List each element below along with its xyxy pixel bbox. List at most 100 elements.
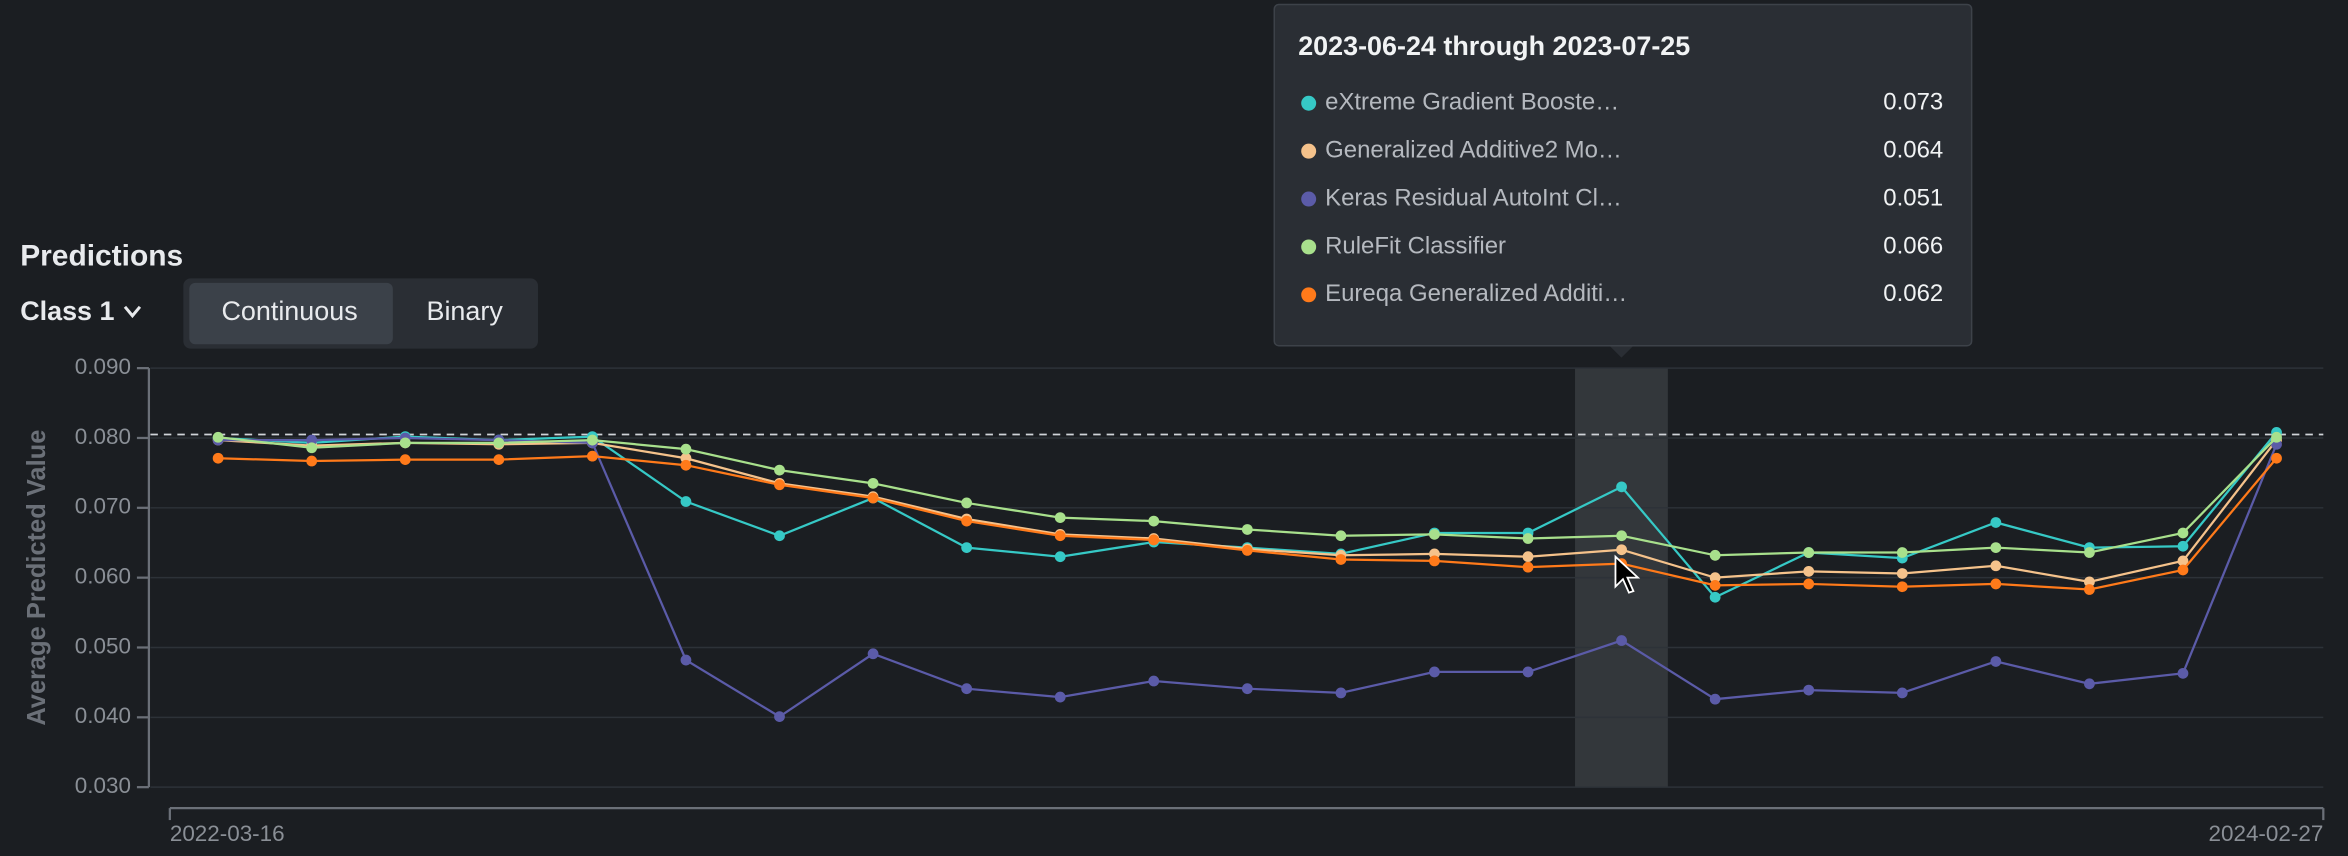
data-point	[306, 442, 318, 454]
data-point	[1803, 684, 1815, 696]
data-point	[1241, 683, 1253, 695]
data-point	[1054, 512, 1066, 523]
data-point	[306, 434, 318, 446]
data-point	[774, 479, 785, 491]
legend-swatch	[1301, 95, 1317, 111]
y-tick-label: 0.040	[75, 703, 131, 728]
data-point	[961, 683, 973, 695]
data-point	[2177, 540, 2189, 552]
data-point	[1054, 691, 1066, 703]
data-point	[1335, 687, 1347, 699]
plot: 0.030 0.040 0.050 0.060 0.070 0.080 0.090 2022-…	[75, 354, 2325, 846]
tooltip-rows: eXtreme Gradient Booste… 0.073 Generalized…	[1301, 89, 1943, 307]
data-point	[680, 654, 692, 666]
data-point	[1522, 666, 1534, 678]
data-point	[1054, 530, 1066, 542]
toggle-option[interactable]: Binary	[427, 296, 504, 326]
data-point	[2271, 452, 2282, 464]
data-point	[212, 431, 224, 443]
data-point	[1429, 528, 1440, 540]
toggle-selected[interactable]	[189, 282, 393, 345]
data-point	[586, 434, 598, 446]
data-point	[1241, 524, 1253, 535]
legend-swatch	[1301, 191, 1317, 207]
data-point	[586, 450, 598, 462]
data-point	[2084, 678, 2095, 690]
data-point	[1990, 517, 2002, 528]
data-point	[1990, 542, 2002, 554]
data-point	[1148, 515, 1160, 527]
data-point	[1709, 549, 1721, 561]
data-point	[2177, 564, 2189, 576]
data-point	[2084, 584, 2095, 595]
section-title: Predictions	[20, 239, 183, 272]
toggle-option[interactable]: Continuous	[221, 296, 357, 326]
data-point	[493, 454, 505, 466]
class-dropdown[interactable]: Class 1	[20, 296, 142, 326]
data-point	[961, 497, 973, 509]
data-point	[680, 443, 692, 455]
legend-label: RuleFit Classifier	[1325, 232, 1506, 259]
data-point	[1335, 554, 1347, 565]
tooltip-title: 2023-06-24 through 2023-07-25	[1298, 31, 1690, 61]
data-point	[1990, 578, 2002, 590]
data-point	[306, 455, 318, 467]
y-tick-label: 0.060	[75, 564, 131, 589]
data-point	[1709, 591, 1721, 603]
legend-label: Eureqa Generalized Additi…	[1325, 280, 1627, 307]
data-point	[2084, 547, 2095, 558]
data-point	[867, 648, 879, 660]
y-tick-label: 0.090	[75, 354, 131, 379]
data-point	[1616, 481, 1627, 493]
class-label[interactable]: Class 1	[20, 296, 114, 326]
legend-swatch	[1301, 287, 1317, 303]
tooltip-value: 0.064	[1883, 136, 1943, 163]
data-point	[1896, 581, 1908, 593]
data-point	[774, 711, 785, 723]
data-point	[2271, 431, 2282, 443]
y-axis-title: Average Predicted Value	[23, 430, 51, 726]
data-point	[1148, 675, 1160, 687]
data-point	[961, 542, 973, 554]
legend-label: Generalized Additive2 Mo…	[1325, 136, 1622, 163]
tooltip: 2023-06-24 through 2023-07-25 eXtreme Gr…	[1273, 3, 1973, 358]
tooltip-pointer	[1609, 345, 1634, 358]
tooltip-value: 0.062	[1883, 280, 1943, 307]
data-point	[2177, 555, 2189, 567]
tooltip-value: 0.066	[1883, 232, 1943, 259]
data-point	[399, 454, 411, 466]
data-point	[1803, 547, 1815, 558]
data-point	[212, 452, 224, 464]
legend-label: Keras Residual AutoInt Cl…	[1325, 184, 1622, 211]
data-point	[867, 492, 879, 504]
data-point	[1429, 555, 1440, 567]
data-point	[1803, 578, 1815, 590]
data-point	[774, 530, 785, 542]
y-tick-label: 0.050	[75, 633, 131, 658]
data-point	[1148, 534, 1160, 546]
y-tick-label: 0.070	[75, 494, 131, 519]
data-point	[680, 459, 692, 471]
tooltip-box	[1273, 3, 1973, 347]
legend-swatch	[1301, 143, 1317, 159]
data-point	[2084, 576, 2095, 588]
data-point	[1709, 579, 1721, 591]
data-point	[1522, 533, 1534, 544]
data-point	[1803, 565, 1815, 577]
x-range-label: 2024-02-27	[2209, 821, 2324, 846]
chevron	[123, 305, 142, 319]
data-point	[399, 437, 411, 449]
x-range-label: 2022-03-16	[170, 821, 285, 846]
data-point	[1335, 530, 1347, 542]
y-tick-label: 0.080	[75, 424, 131, 449]
data-point	[1709, 693, 1721, 705]
data-point	[680, 496, 692, 507]
data-point	[493, 437, 505, 449]
data-point	[1616, 544, 1627, 556]
data-point	[1896, 547, 1908, 558]
data-point	[1054, 551, 1066, 563]
data-point	[1616, 635, 1627, 646]
